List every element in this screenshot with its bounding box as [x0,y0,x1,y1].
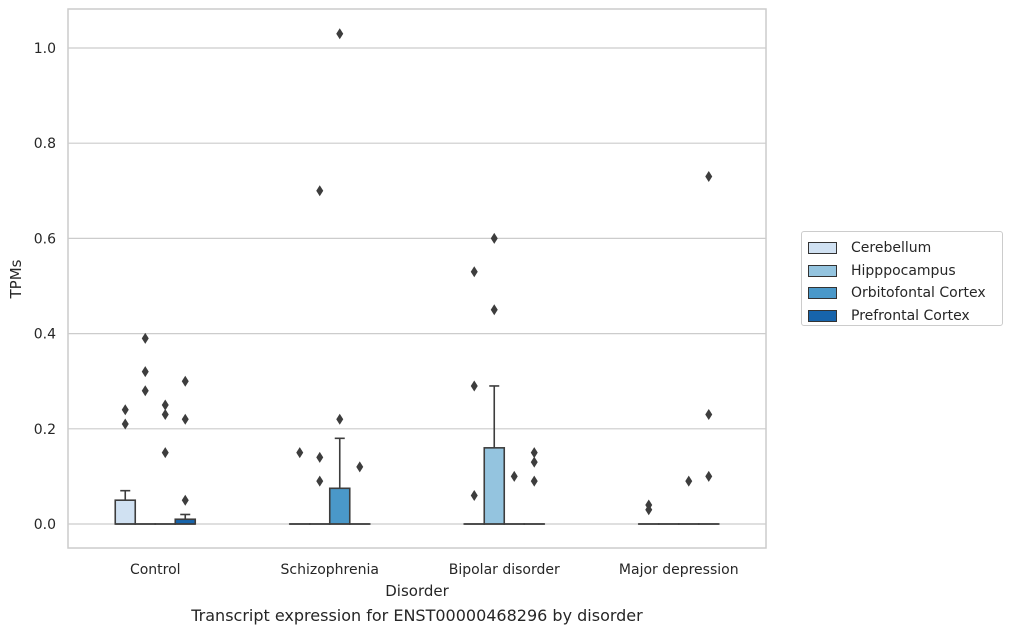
y-tick-label: 0.6 [34,231,56,247]
outlier-point [510,470,518,482]
outlier-point [705,470,713,482]
outlier-point [316,185,324,197]
y-tick-label: 0.4 [34,327,56,343]
outlier-point [705,171,713,183]
outlier-point [141,366,149,378]
x-tick-label: Schizophrenia [281,562,379,578]
y-tick-label: 0.8 [34,136,56,152]
legend-item-orbitofrontal-cortex: Orbitofontal Cortex [808,282,1002,305]
legend-swatch [808,242,837,255]
outlier-point [530,475,538,487]
y-tick-label: 0.2 [34,422,56,438]
outliers [121,28,713,516]
legend-label: Prefrontal Cortex [851,307,970,324]
x-axis-label: Disorder [385,582,449,600]
legend-item-cerebellum: Cerebellum [808,237,1002,260]
x-tick-label: Control [130,562,181,578]
box-cerebellum [114,489,137,525]
y-tick-labels: 0.0 0.2 0.4 0.6 0.8 1.0 [34,41,56,533]
outlier-point [161,447,169,459]
grid-lines [68,47,766,525]
legend-swatch [808,264,837,277]
box-prefrontal-cortex [174,513,197,525]
outlier-point [490,304,498,316]
legend-label: Hipppocampus [851,262,956,279]
x-tick-label: Major depression [619,562,739,578]
y-axis-label: TPMs [7,259,25,299]
outlier-point [470,489,478,501]
outlier-point [470,380,478,392]
boxes [114,385,720,525]
x-tick-label: Bipolar disorder [449,562,560,578]
outlier-point [705,409,713,421]
outlier-point [316,475,324,487]
outlier-point [336,28,344,40]
box-body [483,447,506,525]
box-orbitofontal-cortex [328,437,351,525]
legend-item-prefrontal-cortex: Prefrontal Cortex [808,305,1002,328]
chart-caption: Transcript expression for ENST0000046829… [191,606,643,625]
y-tick-label: 0.0 [34,517,56,533]
outlier-point [530,456,538,468]
box-hipppocampus [483,385,506,525]
outlier-point [181,413,189,425]
outlier-point [181,375,189,387]
outlier-point [121,404,129,416]
legend-swatch [808,309,837,322]
outlier-point [470,266,478,278]
y-tick-label: 1.0 [34,41,56,57]
legend: Cerebellum Hipppocampus Orbitofontal Cor… [801,231,1003,326]
outlier-point [356,461,364,473]
outlier-point [316,451,324,463]
box-body [114,499,137,525]
outlier-point [161,399,169,411]
outlier-point [121,418,129,430]
box-body [328,487,351,525]
outlier-point [490,232,498,244]
outlier-point [645,499,653,511]
outlier-point [141,385,149,397]
legend-label: Orbitofontal Cortex [851,285,986,302]
outlier-point [530,447,538,459]
legend-swatch [808,287,837,300]
legend-label: Cerebellum [851,240,932,257]
outlier-point [161,409,169,421]
outlier-point [336,413,344,425]
outlier-point [685,475,693,487]
outlier-point [141,332,149,344]
outlier-point [181,494,189,506]
plot-frame [67,8,767,549]
outlier-point [296,447,304,459]
legend-item-hippocampus: Hipppocampus [808,260,1002,283]
x-tick-labels: Control Schizophrenia Bipolar disorder Majo… [130,562,739,578]
